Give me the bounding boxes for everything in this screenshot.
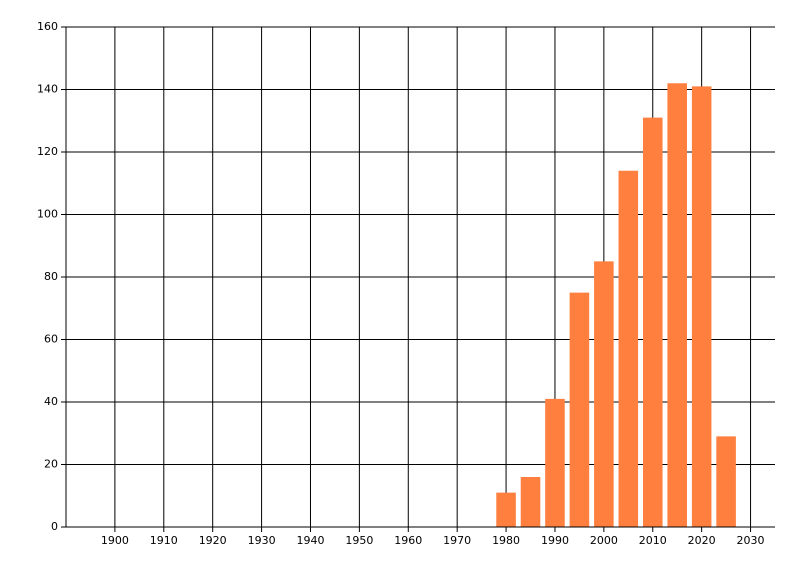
y-tick-label: 120 bbox=[37, 145, 58, 158]
y-tick-label: 160 bbox=[37, 20, 58, 33]
x-tick-label: 1950 bbox=[345, 534, 373, 547]
x-tick-label: 2020 bbox=[688, 534, 716, 547]
bar bbox=[691, 86, 712, 527]
bar bbox=[642, 117, 663, 527]
y-tick-label: 80 bbox=[44, 270, 58, 283]
x-tick-label: 1960 bbox=[394, 534, 422, 547]
x-tick-label: 2030 bbox=[737, 534, 765, 547]
x-tick-label: 1900 bbox=[101, 534, 129, 547]
bar bbox=[618, 170, 639, 527]
x-tick-label: 1990 bbox=[541, 534, 569, 547]
bar bbox=[716, 436, 736, 527]
y-tick-label: 20 bbox=[44, 458, 58, 471]
x-tick-label: 1930 bbox=[248, 534, 276, 547]
bar bbox=[545, 398, 565, 527]
x-tick-label: 1970 bbox=[443, 534, 471, 547]
y-tick-label: 40 bbox=[44, 395, 58, 408]
bar bbox=[520, 477, 541, 527]
x-tick-label: 1920 bbox=[199, 534, 227, 547]
y-tick-label: 0 bbox=[51, 520, 58, 533]
x-tick-label: 1910 bbox=[150, 534, 178, 547]
y-tick-label: 100 bbox=[37, 208, 58, 221]
x-tick-label: 1940 bbox=[296, 534, 324, 547]
bar bbox=[496, 492, 516, 527]
bar bbox=[569, 292, 590, 527]
x-tick-label: 1980 bbox=[492, 534, 520, 547]
x-tick-label: 2000 bbox=[590, 534, 618, 547]
x-tick-label: 2010 bbox=[639, 534, 667, 547]
y-tick-label: 60 bbox=[44, 333, 58, 346]
bar bbox=[667, 83, 687, 527]
y-tick-label: 140 bbox=[37, 83, 58, 96]
bar bbox=[594, 261, 614, 527]
